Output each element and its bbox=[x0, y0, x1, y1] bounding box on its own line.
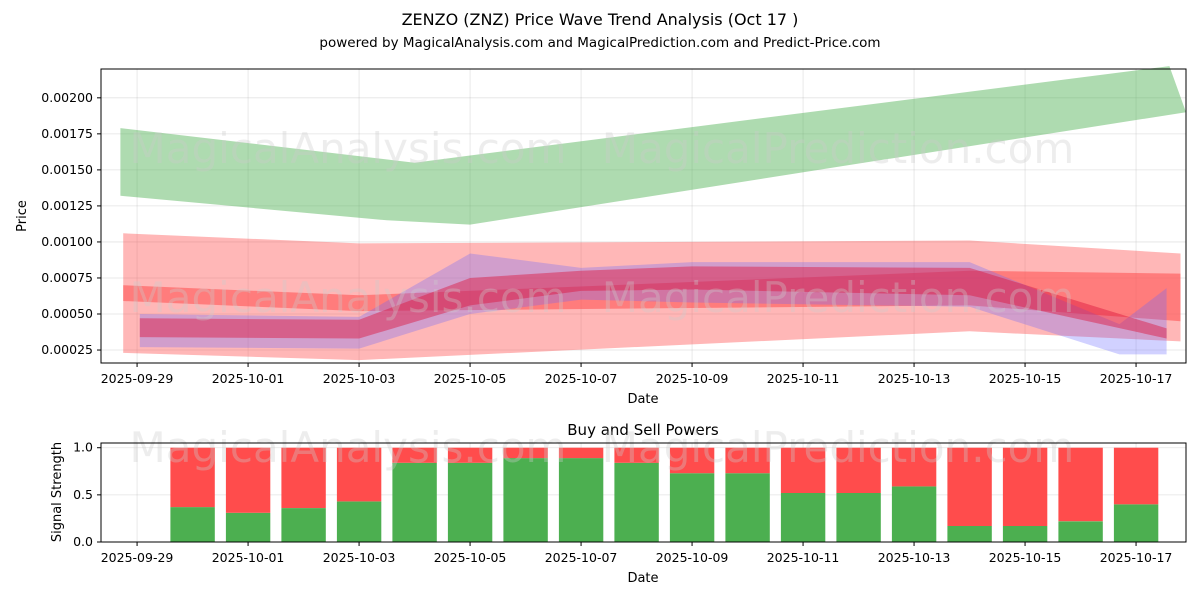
price-x-tick-label: 2025-10-03 bbox=[323, 371, 396, 386]
buy-bar-2025-10-15 bbox=[1002, 526, 1048, 542]
sell-bar-2025-10-01 bbox=[225, 447, 271, 513]
buy-bar-2025-10-07 bbox=[558, 458, 604, 542]
price-x-axis-label: Date bbox=[627, 392, 658, 407]
sell-bar-2025-10-09 bbox=[669, 447, 715, 474]
price-x-tick-label: 2025-10-07 bbox=[545, 371, 618, 386]
signal-x-ticks: 2025-09-29 2025-10-01 2025-10-03 2025-10-05… bbox=[101, 542, 1173, 565]
signal-x-tick-label: 2025-09-29 bbox=[101, 550, 174, 565]
sell-bar-2025-10-17 bbox=[1113, 447, 1159, 505]
sell-bar-2025-10-03 bbox=[336, 447, 382, 502]
signal-x-tick-label: 2025-10-13 bbox=[878, 550, 951, 565]
price-y-axis-label: Price bbox=[15, 200, 30, 232]
buy-bar-2025-10-14 bbox=[947, 526, 992, 542]
signal-y-tick-label: 1.0 bbox=[73, 440, 93, 455]
signal-y-tick-label: 0.5 bbox=[73, 487, 93, 502]
sell-bar-2025-10-10 bbox=[725, 447, 770, 474]
buy-bar-2025-10-05 bbox=[447, 462, 493, 542]
price-x-ticks: 2025-09-29 2025-10-01 2025-10-03 2025-10-05… bbox=[101, 363, 1173, 386]
price-x-tick-label: 2025-10-17 bbox=[1100, 371, 1173, 386]
signal-chart: Buy and Sell Powers MagicalAnalysis.com … bbox=[50, 421, 1187, 586]
sell-bar-2025-10-02 bbox=[281, 447, 326, 508]
price-chart: MagicalAnalysis.com MagicalPrediction.co… bbox=[15, 66, 1187, 407]
signal-x-tick-label: 2025-10-15 bbox=[989, 550, 1062, 565]
buy-bar-2025-10-16 bbox=[1058, 521, 1103, 542]
buy-bar-2025-10-03 bbox=[336, 501, 382, 542]
price-y-tick-label: 0.00200 bbox=[41, 90, 93, 105]
signal-x-tick-label: 2025-10-09 bbox=[656, 550, 729, 565]
price-y-tick-label: 0.00175 bbox=[41, 126, 93, 141]
buy-bar-2025-10-10 bbox=[725, 473, 770, 542]
price-x-tick-label: 2025-09-29 bbox=[101, 371, 174, 386]
price-x-tick-label: 2025-10-15 bbox=[989, 371, 1062, 386]
price-y-ticks: 0.00025 0.00050 0.00075 0.00100 0.00125 0.001… bbox=[41, 90, 101, 357]
buy-bar-2025-10-08 bbox=[614, 462, 659, 542]
sell-bar-2025-10-05 bbox=[447, 447, 493, 463]
buy-bar-2025-10-01 bbox=[225, 512, 271, 542]
buy-bar-2025-09-30 bbox=[170, 507, 215, 542]
sell-bar-2025-10-06 bbox=[503, 447, 548, 459]
price-y-tick-label: 0.00100 bbox=[41, 234, 93, 249]
buy-bar-2025-10-17 bbox=[1113, 504, 1159, 542]
sell-bar-2025-10-11 bbox=[780, 447, 826, 493]
buy-bar-2025-10-09 bbox=[669, 473, 715, 542]
price-gridlines bbox=[101, 69, 1186, 363]
sell-bar-2025-10-08 bbox=[614, 447, 659, 463]
sell-bar-2025-10-07 bbox=[558, 447, 604, 459]
price-y-tick-label: 0.00125 bbox=[41, 198, 93, 213]
signal-y-tick-label: 0.0 bbox=[73, 534, 93, 549]
price-y-tick-label: 0.00050 bbox=[41, 306, 93, 321]
signal-x-tick-label: 2025-10-17 bbox=[1100, 550, 1173, 565]
watermark-right-2: MagicalPrediction.com bbox=[602, 273, 1075, 322]
signal-x-tick-label: 2025-10-11 bbox=[767, 550, 840, 565]
signal-y-axis-label: Signal Strength bbox=[50, 442, 65, 542]
watermark-right: MagicalPrediction.com bbox=[602, 124, 1075, 173]
price-x-tick-label: 2025-10-09 bbox=[656, 371, 729, 386]
signal-x-axis-label: Date bbox=[627, 571, 658, 586]
buy-bar-2025-10-13 bbox=[891, 486, 937, 542]
chart-title: ZENZO (ZNZ) Price Wave Trend Analysis (O… bbox=[402, 10, 799, 29]
signal-bars bbox=[170, 447, 1159, 542]
sell-bar-2025-10-16 bbox=[1058, 447, 1103, 522]
price-y-tick-label: 0.00075 bbox=[41, 270, 93, 285]
watermark-right-3: MagicalPrediction.com bbox=[602, 423, 1075, 472]
buy-bar-2025-10-11 bbox=[780, 493, 826, 542]
signal-x-tick-label: 2025-10-03 bbox=[323, 550, 396, 565]
watermark-left-2: MagicalAnalysis.com bbox=[130, 273, 567, 322]
price-band-5 bbox=[139, 266, 1167, 339]
watermark-left: MagicalAnalysis.com bbox=[130, 124, 567, 173]
sell-bar-2025-10-04 bbox=[392, 447, 437, 463]
sell-bar-2025-10-13 bbox=[891, 447, 937, 487]
buy-bar-2025-10-12 bbox=[836, 493, 881, 542]
signal-x-tick-label: 2025-10-05 bbox=[434, 550, 507, 565]
price-bands bbox=[120, 66, 1186, 361]
buy-bar-2025-10-02 bbox=[281, 508, 326, 542]
price-band-3 bbox=[123, 270, 1181, 322]
signal-y-ticks: 0.0 0.5 1.0 bbox=[73, 440, 101, 549]
price-y-tick-label: 0.00150 bbox=[41, 162, 93, 177]
sell-bar-2025-10-15 bbox=[1002, 447, 1048, 526]
price-y-tick-label: 0.00025 bbox=[41, 342, 93, 357]
signal-chart-title: Buy and Sell Powers bbox=[567, 421, 719, 439]
price-x-tick-label: 2025-10-13 bbox=[878, 371, 951, 386]
chart-subtitle: powered by MagicalAnalysis.com and Magic… bbox=[319, 35, 880, 51]
price-band-1 bbox=[120, 66, 1186, 225]
price-x-tick-label: 2025-10-01 bbox=[212, 371, 285, 386]
signal-x-tick-label: 2025-10-01 bbox=[212, 550, 285, 565]
price-x-tick-label: 2025-10-11 bbox=[767, 371, 840, 386]
buy-bar-2025-10-04 bbox=[392, 462, 437, 542]
signal-axes-frame bbox=[100, 442, 1187, 543]
price-x-tick-label: 2025-10-05 bbox=[434, 371, 507, 386]
price-band-4 bbox=[139, 253, 1167, 355]
sell-bar-2025-10-12 bbox=[836, 447, 881, 493]
sell-bar-2025-10-14 bbox=[947, 447, 992, 526]
signal-x-tick-label: 2025-10-07 bbox=[545, 550, 618, 565]
sell-bar-2025-09-30 bbox=[170, 447, 215, 508]
price-axes-frame bbox=[100, 68, 1187, 364]
watermark-left-3: MagicalAnalysis.com bbox=[130, 423, 567, 472]
buy-bar-2025-10-06 bbox=[503, 458, 548, 542]
